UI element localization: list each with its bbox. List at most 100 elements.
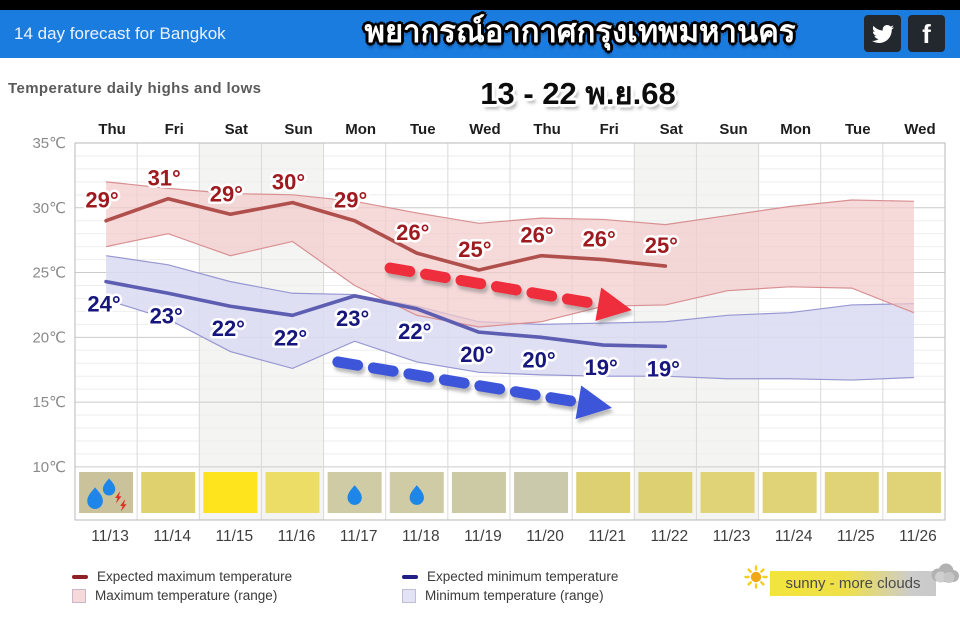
weekday-label: Wed <box>469 121 500 138</box>
weekday-label: Tue <box>845 121 871 138</box>
trend-arrow <box>332 356 612 420</box>
temp-label: 25° <box>458 237 491 262</box>
date-label: 11/16 <box>278 528 316 545</box>
date-label: 11/21 <box>588 528 626 545</box>
date-label: 11/25 <box>837 528 875 545</box>
weather-cell <box>265 472 320 513</box>
temp-label: 22° <box>274 325 307 350</box>
raindrop-icon <box>102 478 116 496</box>
max-range-swatch <box>72 588 86 603</box>
weather-cell <box>203 472 258 513</box>
weekday-label: Fri <box>165 121 184 138</box>
temp-label: 30° <box>272 170 305 195</box>
cloud-icon <box>927 562 960 591</box>
legend-max-line: Expected maximum temperature <box>72 569 292 584</box>
lightning-icon <box>115 491 122 504</box>
temp-label: 20° <box>522 347 555 372</box>
y-tick-label: 20℃ <box>32 329 66 346</box>
weekday-label: Sun <box>719 121 747 138</box>
temperature-chart: 35℃ 30℃ 25℃ 20℃ 15℃ 10℃ Thu Fri Sat Sun Mon Tue Wed T… <box>32 121 946 545</box>
legend-min-line: Expected minimum temperature <box>402 569 618 584</box>
forecast-location-title: 14 day forecast for Bangkok <box>14 24 226 43</box>
temp-label: 31° <box>148 166 181 191</box>
weekday-label: Mon <box>345 121 376 138</box>
top-black-bar <box>0 0 960 10</box>
weekday-label: Thu <box>98 121 126 138</box>
max-line-swatch <box>72 574 88 579</box>
temp-label: 26° <box>396 220 429 245</box>
header-bar: 14 day forecast for Bangkok <box>0 10 960 58</box>
min-range-swatch <box>402 588 416 603</box>
facebook-button[interactable]: f <box>908 15 945 52</box>
weekday-label: Tue <box>410 121 436 138</box>
date-label: 11/19 <box>464 528 502 545</box>
temp-label: 29° <box>334 188 367 213</box>
plot-border <box>74 142 946 521</box>
temp-label: 29° <box>85 188 118 213</box>
date-label: 11/24 <box>775 528 813 545</box>
date-label: 11/23 <box>713 528 751 545</box>
date-label: 11/15 <box>216 528 254 545</box>
weekday-label: Mon <box>780 121 811 138</box>
temp-label: 19° <box>647 356 680 381</box>
twitter-icon <box>871 24 894 43</box>
page-title-thai: พยากรณ์อากาศกรุงเทพมหานคร <box>364 14 796 49</box>
legend-max-range-label: Maximum temperature (range) <box>95 588 278 603</box>
temp-label: 29° <box>210 181 243 206</box>
temp-label: 23° <box>150 303 183 328</box>
date-label: 11/14 <box>153 528 191 545</box>
raindrop-icon <box>347 485 362 505</box>
temp-label: 23° <box>336 306 369 331</box>
weekday-label: Sat <box>225 121 248 138</box>
date-range-title: 13 - 22 พ.ย.68 <box>480 76 676 111</box>
weather-cell <box>141 472 196 513</box>
band-edge <box>105 299 914 381</box>
weather-cell <box>638 472 693 513</box>
min-line-swatch <box>402 574 418 579</box>
social-buttons: f <box>864 15 945 52</box>
y-tick-label: 15℃ <box>32 394 66 411</box>
date-label: 11/18 <box>402 528 440 545</box>
date-label: 11/26 <box>899 528 937 545</box>
y-tick-label: 25℃ <box>32 265 66 282</box>
y-tick-label: 30℃ <box>32 200 66 217</box>
temp-band <box>106 255 914 381</box>
weather-cell <box>700 472 755 513</box>
weather-cell <box>824 472 879 513</box>
temp-line <box>104 196 668 272</box>
legend-max-line-label: Expected maximum temperature <box>97 569 293 584</box>
weather-cell <box>886 472 941 513</box>
legend-min-range-label: Minimum temperature (range) <box>425 588 604 603</box>
weather-cell <box>451 472 506 513</box>
weather-cell <box>514 472 569 513</box>
chart-subtitle: Temperature daily highs and lows <box>8 80 262 97</box>
temp-label: 26° <box>520 223 553 248</box>
weekday-label: Thu <box>533 121 561 138</box>
weekday-label: Sat <box>660 121 683 138</box>
trend-arrow <box>384 262 632 322</box>
y-tick-label: 35℃ <box>32 135 66 152</box>
temp-label: 19° <box>585 355 618 380</box>
temp-label: 25° <box>645 233 678 258</box>
facebook-icon: f <box>922 18 931 49</box>
band-edge <box>106 181 914 226</box>
temp-label: 22° <box>398 319 431 344</box>
temp-label: 26° <box>583 227 616 252</box>
twitter-button[interactable] <box>864 15 901 52</box>
legend-min-line-label: Expected minimum temperature <box>427 569 619 584</box>
date-label: 11/13 <box>91 528 129 545</box>
sun-icon <box>744 565 768 594</box>
temp-line <box>104 279 668 349</box>
weekday-label: Sun <box>284 121 312 138</box>
date-label: 11/20 <box>526 528 564 545</box>
weekday-label: Fri <box>600 121 619 138</box>
temp-label: 24° <box>87 292 120 317</box>
raindrop-icon <box>87 487 103 509</box>
weather-cell <box>762 472 817 513</box>
temp-label: 22° <box>212 316 245 341</box>
legend-max-range: Maximum temperature (range) <box>72 588 277 603</box>
band-edge <box>105 233 915 328</box>
lightning-icon <box>120 499 127 512</box>
raindrop-icon <box>409 485 424 505</box>
